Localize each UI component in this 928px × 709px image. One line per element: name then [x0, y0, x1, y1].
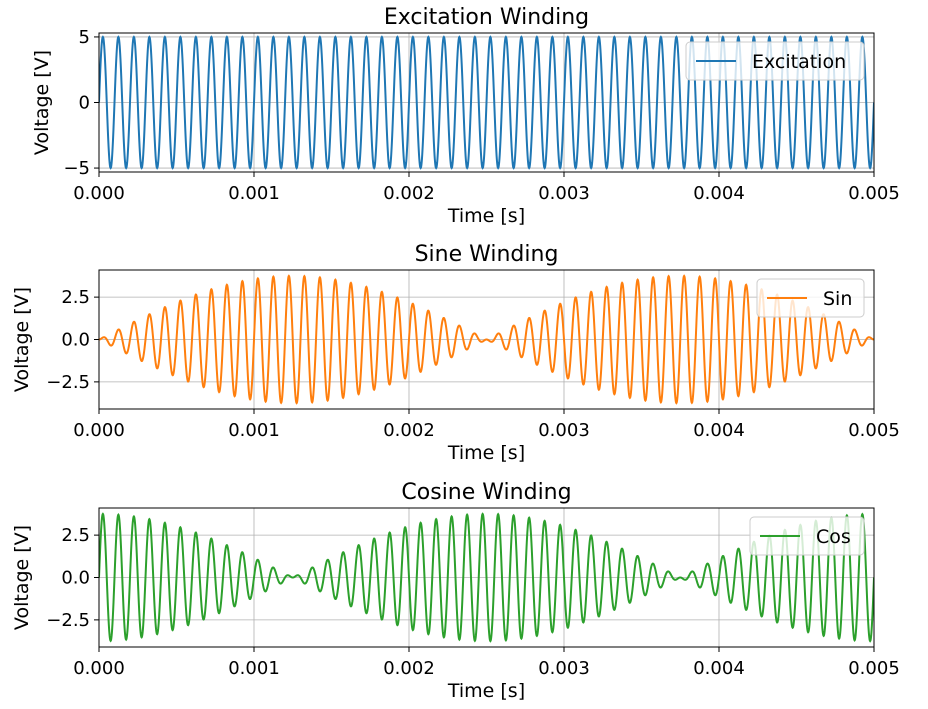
- legend-label: Cos: [816, 526, 851, 548]
- x-axis-label: Time [s]: [447, 680, 525, 702]
- x-tick-label: 0.005: [848, 183, 900, 204]
- x-tick-label: 0.003: [538, 658, 590, 679]
- x-tick-label: 0.003: [538, 420, 590, 441]
- x-tick-label: 0.002: [383, 658, 435, 679]
- x-tick-label: 0.002: [383, 420, 435, 441]
- y-tick-label: 2.5: [61, 287, 90, 308]
- y-axis-label: Voltage [V]: [11, 287, 33, 392]
- x-tick-label: 0.005: [848, 420, 900, 441]
- legend-box: [749, 516, 865, 556]
- y-axis-label: Voltage [V]: [31, 50, 53, 155]
- subplot-1: 0.000 0.001 0.002 0.003 0.004 0.005 −5 0 5 Excita…: [31, 5, 900, 227]
- legend-box: [756, 278, 865, 318]
- series-line-cos: [99, 512, 874, 643]
- chart-title: Cosine Winding: [401, 480, 571, 505]
- x-tick-label: 0.005: [848, 658, 900, 679]
- y-tick-label: 0.0: [61, 568, 90, 589]
- chart-title: Excitation Winding: [384, 5, 589, 30]
- y-tick-label: 2.5: [61, 525, 90, 546]
- x-tick-label: 0.001: [228, 420, 280, 441]
- legend: Sin: [756, 278, 865, 318]
- y-axis-label: Voltage [V]: [11, 525, 33, 630]
- x-tick-label: 0.000: [73, 420, 125, 441]
- y-tick-label: 0.0: [61, 330, 90, 351]
- legend-box: [685, 41, 865, 81]
- x-tick-label: 0.000: [73, 183, 125, 204]
- x-tick-label: 0.000: [73, 658, 125, 679]
- x-tick-label: 0.004: [693, 658, 745, 679]
- legend: Excitation: [685, 41, 865, 81]
- y-tick-label: −2.5: [46, 610, 90, 631]
- x-tick-label: 0.004: [693, 183, 745, 204]
- series-line-sin: [99, 274, 874, 405]
- y-tick-label: 5: [79, 27, 90, 48]
- x-axis-label: Time [s]: [447, 442, 525, 464]
- x-tick-label: 0.003: [538, 183, 590, 204]
- legend: Cos: [749, 516, 865, 556]
- subplot-2: 0.000 0.001 0.002 0.003 0.004 0.005 −2.5 0.0 2.5…: [11, 242, 900, 464]
- subplot-3: 0.000 0.001 0.002 0.003 0.004 0.005 −2.5 0.0 2.5…: [11, 480, 900, 702]
- legend-label: Excitation: [752, 51, 846, 73]
- x-tick-label: 0.002: [383, 183, 435, 204]
- chart-title: Sine Winding: [415, 242, 559, 267]
- x-tick-label: 0.001: [228, 183, 280, 204]
- x-axis-label: Time [s]: [447, 205, 525, 227]
- y-tick-label: −5: [63, 158, 90, 179]
- series-line-excitation: [99, 35, 874, 170]
- y-tick-label: 0: [79, 93, 90, 114]
- x-tick-label: 0.001: [228, 658, 280, 679]
- y-tick-label: −2.5: [46, 372, 90, 393]
- legend-label: Sin: [823, 288, 852, 310]
- x-tick-label: 0.004: [693, 420, 745, 441]
